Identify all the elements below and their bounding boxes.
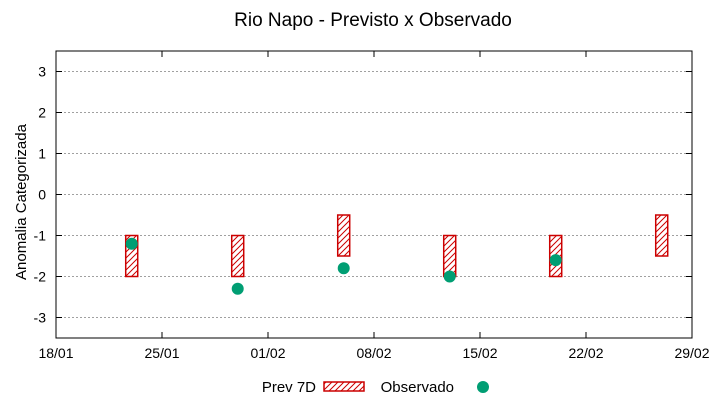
prev-7d-box	[442, 234, 457, 278]
y-tick-label: 2	[38, 105, 46, 121]
x-tick-label: 15/02	[462, 345, 497, 361]
y-axis-title: Anomalia Categorizada	[13, 123, 30, 280]
prev-7d-box	[336, 214, 351, 257]
legend-label-prev-7d: Prev 7D	[262, 379, 316, 396]
y-tick-label: 3	[38, 64, 46, 80]
y-tick-label: -2	[34, 269, 47, 285]
prev-7d-box	[230, 234, 245, 278]
observado-point	[231, 282, 244, 295]
grid-lines	[56, 71, 692, 318]
prev-7d-box	[654, 214, 669, 257]
x-tick-label: 08/02	[356, 345, 391, 361]
x-tick-label: 22/02	[568, 345, 603, 361]
observado-point	[125, 237, 138, 250]
x-tick-label: 25/01	[144, 345, 179, 361]
observado-point	[549, 254, 562, 267]
legend: Prev 7D Observado	[262, 379, 489, 396]
y-tick-labels: 3 2 1 0 -1 -2 -3	[34, 64, 47, 326]
y-tick-label: 1	[38, 146, 46, 162]
observado-point	[443, 270, 456, 283]
legend-label-observado: Observado	[381, 379, 454, 396]
x-tick-label: 01/02	[250, 345, 285, 361]
y-tick-label: -1	[34, 228, 47, 244]
y-tick-label: 0	[38, 187, 46, 203]
series-marks	[124, 214, 669, 295]
observado-point	[337, 262, 350, 275]
y-tick-label: -3	[34, 310, 47, 326]
x-tick-labels: 18/01 25/01 01/02 08/02 15/02 22/02 29/02	[38, 345, 709, 361]
legend-swatch-prev-7d	[323, 381, 365, 392]
legend-swatch-observado	[477, 381, 489, 393]
plot-area-frame	[55, 50, 693, 339]
chart-title: Rio Napo - Previsto x Observado	[234, 10, 512, 31]
x-tick-label: 18/01	[38, 345, 73, 361]
x-tick-label: 29/02	[674, 345, 709, 361]
